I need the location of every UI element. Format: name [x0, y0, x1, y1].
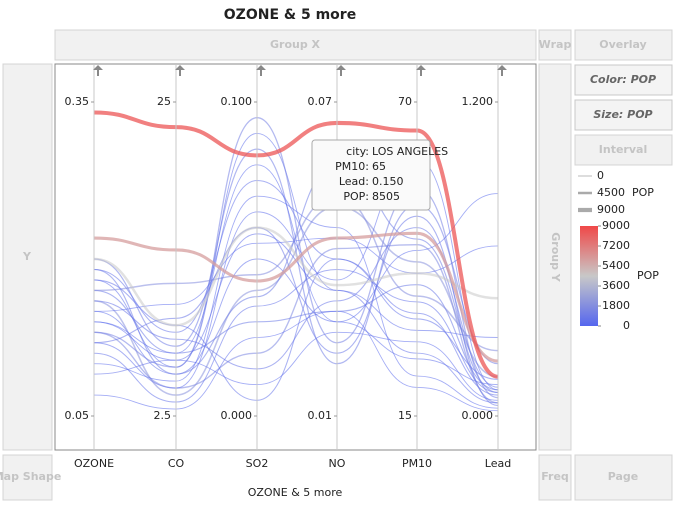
series-line [93, 237, 499, 312]
axis-arrow [93, 65, 103, 76]
series-line [93, 284, 499, 391]
axis-name: CO [168, 457, 185, 470]
tick-label: 2.5 [154, 409, 172, 422]
axis-arrow [497, 65, 507, 76]
tooltip-value: 0.150 [372, 175, 404, 188]
axis-name: SO2 [246, 457, 269, 470]
tick-label: 0.35 [65, 95, 90, 108]
series-line [93, 268, 499, 403]
zone-label: Map Shape [0, 470, 61, 483]
axis-arrow [175, 65, 185, 76]
axis-name: Lead [485, 457, 511, 470]
group-y-zone[interactable] [538, 63, 572, 451]
tick-label: 70 [398, 95, 412, 108]
tick-label: 1.200 [462, 95, 494, 108]
tooltip-label: PM10: [335, 160, 369, 173]
freq-zone[interactable] [538, 454, 572, 501]
axis-name: NO [329, 457, 346, 470]
overlay-zone[interactable] [574, 29, 673, 61]
color-label: 7200 [602, 239, 630, 252]
title: OZONE & 5 more [224, 7, 356, 23]
interval-zone[interactable] [574, 134, 673, 166]
axis-arrow [416, 65, 426, 76]
color-bar [580, 226, 598, 326]
series-line [93, 205, 499, 396]
series-line [93, 164, 499, 394]
tick-label: 0.000 [462, 409, 494, 422]
axis-arrow [336, 65, 346, 76]
x-axis-title: OZONE & 5 more [248, 486, 343, 499]
color-label: 9000 [602, 219, 630, 232]
tick-label: 0.000 [221, 409, 253, 422]
series-line [93, 321, 499, 401]
tick-label: 0.01 [308, 409, 333, 422]
zone-label: Group X [270, 38, 321, 51]
zone-label: Size: POP [593, 108, 652, 121]
color-label: 3600 [602, 279, 630, 292]
color-label: 1800 [602, 299, 630, 312]
size-label: 4500 [597, 186, 625, 199]
color-zone[interactable] [574, 64, 673, 96]
tooltip-value: 8505 [372, 190, 400, 203]
axis-name: OZONE [74, 457, 114, 470]
tooltip-value: 65 [372, 160, 386, 173]
zone-label: Freq [541, 470, 569, 483]
color-label: 0 [623, 319, 630, 332]
series-line [93, 226, 499, 327]
color-legend-title: POP [637, 269, 659, 282]
zone-label: Color: POP [590, 73, 656, 86]
tick-label: 0.05 [65, 409, 90, 422]
wrap-zone[interactable] [538, 29, 572, 61]
zone-label: Page [608, 470, 639, 483]
zone-label: Overlay [599, 38, 646, 51]
tooltip-value: LOS ANGELES [372, 145, 448, 158]
color-label: 5400 [602, 259, 630, 272]
tick-label: 0.100 [221, 95, 253, 108]
axis-name: PM10 [402, 457, 432, 470]
tooltip-label: city: [346, 145, 369, 158]
zone-label: Group Y [549, 232, 562, 283]
y-zone[interactable] [2, 63, 53, 451]
map-shape-zone[interactable] [2, 454, 53, 501]
tooltip-label: POP: [343, 190, 369, 203]
plot-frame [54, 63, 537, 451]
zone-label: Wrap [539, 38, 572, 51]
group-x-zone[interactable] [54, 29, 537, 61]
size-legend-title: POP [632, 186, 654, 199]
size-label: 0 [597, 169, 604, 182]
zone-label: Interval [599, 143, 647, 156]
series-line [93, 179, 499, 396]
series-line [93, 132, 499, 368]
zone-label: Y [22, 250, 32, 263]
tick-label: 25 [157, 95, 171, 108]
size-zone[interactable] [574, 99, 673, 131]
tick-label: 15 [398, 409, 412, 422]
tooltip-label: Lead: [339, 175, 369, 188]
size-label: 9000 [597, 203, 625, 216]
tooltip-box [311, 139, 431, 211]
axis-arrow [256, 65, 266, 76]
page-zone[interactable] [574, 454, 673, 501]
tick-label: 0.07 [308, 95, 333, 108]
